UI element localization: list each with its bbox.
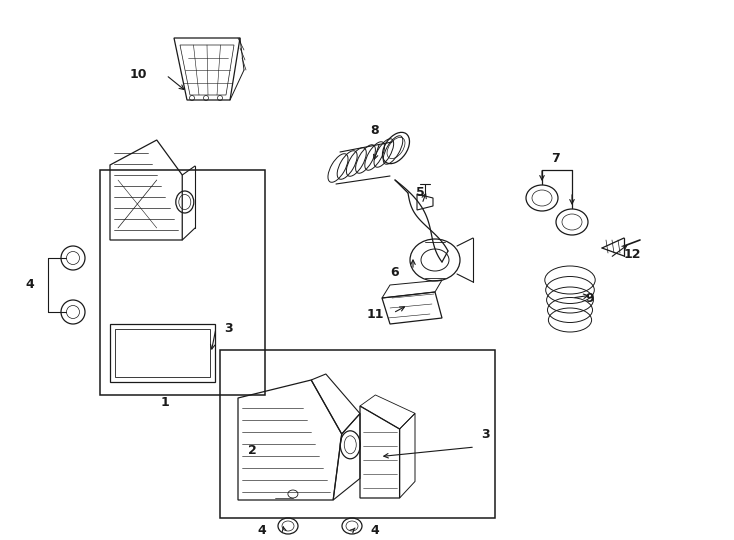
Text: 1: 1 — [161, 396, 170, 409]
Text: 3: 3 — [224, 321, 233, 334]
Text: 6: 6 — [390, 266, 399, 279]
Text: 3: 3 — [481, 429, 490, 442]
Text: 4: 4 — [258, 523, 266, 537]
Text: 8: 8 — [371, 124, 379, 137]
Text: 4: 4 — [371, 523, 379, 537]
Text: 2: 2 — [247, 443, 256, 456]
Text: 7: 7 — [550, 152, 559, 165]
Text: 12: 12 — [623, 248, 641, 261]
Bar — [100, 170, 265, 395]
Text: 9: 9 — [586, 292, 595, 305]
Bar — [115, 329, 210, 377]
Text: 10: 10 — [129, 69, 147, 82]
Text: 4: 4 — [26, 279, 34, 292]
Bar — [220, 350, 495, 518]
Bar — [110, 324, 215, 382]
Text: 11: 11 — [366, 308, 384, 321]
Text: 5: 5 — [415, 186, 424, 199]
